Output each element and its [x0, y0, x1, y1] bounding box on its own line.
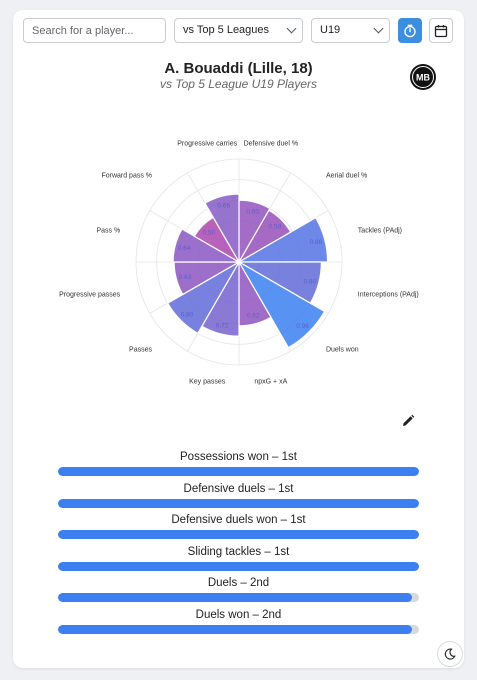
- ranking-row: Sliding tackles – 1st: [58, 545, 419, 577]
- ranking-label: Sliding tackles – 1st: [187, 545, 290, 558]
- age-group-select[interactable]: U19: [311, 18, 390, 43]
- radar-value-label: 0.63: [179, 274, 192, 281]
- age-group-select-value: U19: [320, 24, 341, 36]
- radar-chart: 0.60 0.58 0.86 0.80 0.96 0.62 0.72 0.80 0.63 0.64…: [59, 141, 419, 386]
- ranking-fill: [58, 561, 419, 571]
- ranking-fill: [58, 593, 412, 602]
- ranking-fill: [58, 498, 419, 508]
- ranking-label: Possessions won – 1st: [180, 451, 297, 463]
- radar-axis-label: Key passes: [189, 378, 226, 385]
- radar-axis-label: Tackles (PAdj): [358, 228, 402, 235]
- radar-value-label: 0.96: [296, 323, 309, 330]
- ranking-fill: [58, 624, 412, 634]
- radar-axis-label: Aerial duel %: [326, 173, 367, 180]
- timer-button[interactable]: [398, 18, 422, 43]
- pencil-icon[interactable]: [401, 414, 415, 428]
- radar-value-label: 0.72: [216, 322, 229, 329]
- radar-wedge: [204, 193, 240, 265]
- logo-text: MB: [416, 73, 430, 83]
- radar-wedge: [166, 260, 241, 335]
- ranking-fill: [58, 467, 419, 476]
- radar-axis-label: Forward pass %: [101, 173, 152, 180]
- ranking-row: Defensive duels – 1st: [58, 482, 419, 514]
- radar-value-label: 0.50: [203, 229, 216, 236]
- radar-wedge: [172, 228, 242, 263]
- radar-value-label: 0.64: [178, 245, 191, 252]
- chevron-down-icon: [373, 23, 384, 34]
- radar-wedge: [236, 216, 329, 263]
- radar-value-label: 0.80: [304, 278, 317, 285]
- radar-axis-label: Pass %: [96, 228, 120, 235]
- ranking-label: Defensive duels won – 1st: [171, 514, 306, 526]
- radar-axis-label: Defensive duel %: [244, 141, 298, 148]
- ranking-track: [58, 561, 419, 571]
- radar-axis-labels: Defensive duel % Aerial duel % Tackles (PA…: [59, 141, 419, 386]
- moon-icon: [444, 648, 456, 660]
- radar-axis-label: npxG + xA: [254, 378, 287, 385]
- ranking-label: Duels – 2nd: [207, 577, 270, 589]
- radar-axis-label: Duels won: [326, 346, 359, 353]
- ranking-row: Duels won – 2nd: [58, 608, 419, 640]
- radar-axis-label: Passes: [129, 346, 152, 353]
- theme-toggle-button[interactable]: [437, 641, 463, 667]
- ranking-track: [58, 593, 419, 602]
- calendar-button[interactable]: [429, 18, 453, 43]
- ranking-track: [58, 624, 419, 634]
- radar-axis-label: Progressive carries: [177, 141, 237, 148]
- radar-value-label: 0.62: [247, 312, 260, 319]
- radar-value-label: 0.66: [217, 203, 230, 210]
- chevron-down-icon: [286, 23, 297, 34]
- comparison-select-value: vs Top 5 Leagues: [183, 24, 270, 36]
- radar-wedges: [166, 193, 329, 349]
- ranking-label: Defensive duels – 1st: [183, 482, 294, 495]
- radar-axis-label: Interceptions (PAdj): [358, 291, 419, 298]
- ranking-track: [58, 498, 419, 508]
- ranking-track: [58, 467, 419, 476]
- ranking-fill: [58, 530, 419, 539]
- comparison-select[interactable]: vs Top 5 Leagues: [174, 18, 303, 43]
- ranking-row: Defensive duels won – 1st: [58, 513, 419, 545]
- ranking-track: [58, 530, 419, 539]
- stopwatch-icon: [404, 24, 416, 37]
- player-title: A. Bouaddi (Lille, 18): [164, 60, 313, 77]
- ranking-bars: Possessions won – 1st Defensive duels – …: [58, 450, 419, 639]
- player-card: vs Top 5 Leagues U19 A. Bouaddi (Lille, …: [13, 10, 464, 668]
- radar-value-labels: 0.60 0.58 0.86 0.80 0.96 0.62 0.72 0.80 0.63 0.64…: [178, 203, 323, 331]
- radar-wedge: [237, 260, 326, 349]
- mb-logo: MB: [410, 64, 436, 90]
- player-subtitle: vs Top 5 League U19 Players: [160, 77, 317, 91]
- player-search-input[interactable]: [23, 18, 166, 43]
- ranking-label: Duels won – 2nd: [195, 608, 282, 621]
- calendar-icon: [434, 24, 448, 37]
- radar-axis-label: Progressive passes: [59, 291, 121, 298]
- radar-value-label: 0.58: [269, 224, 282, 231]
- toolbar: vs Top 5 Leagues U19: [23, 18, 454, 44]
- ranking-row: Duels – 2nd: [58, 576, 419, 608]
- radar-value-label: 0.86: [310, 239, 323, 246]
- radar-value-label: 0.60: [246, 208, 259, 215]
- ranking-row: Possessions won – 1st: [58, 450, 419, 482]
- radar-value-label: 0.80: [181, 311, 194, 318]
